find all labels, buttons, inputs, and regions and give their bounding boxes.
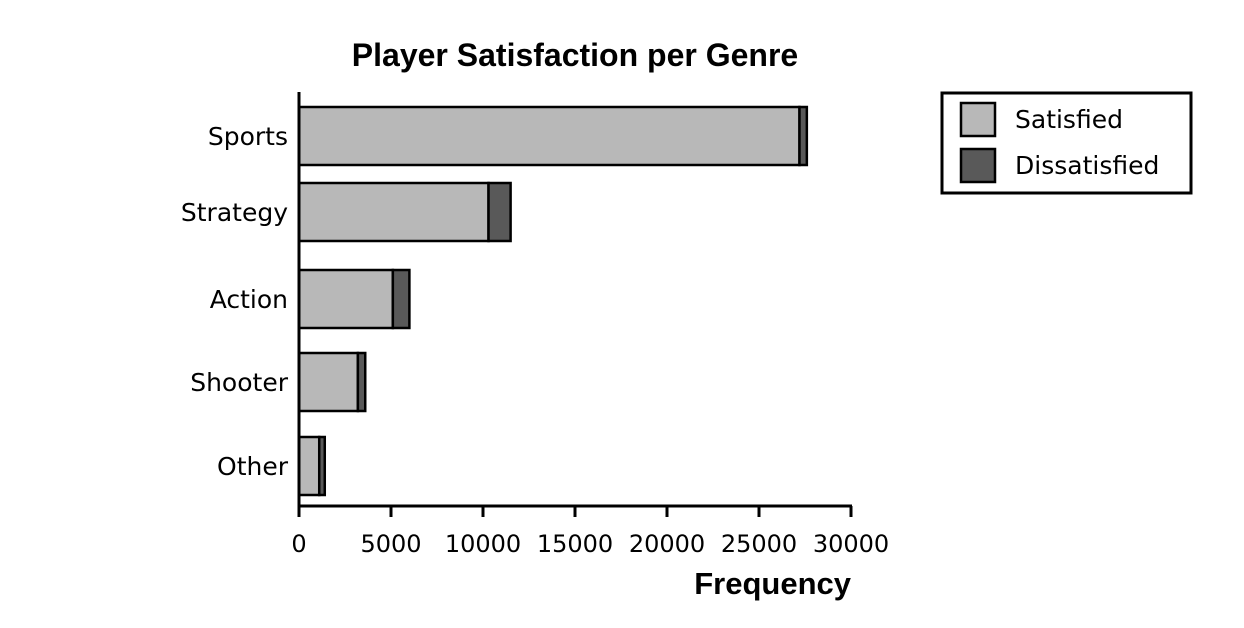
x-tick-label: 20000 [629, 530, 705, 558]
bar-other-satisfied [297, 435, 321, 497]
legend-label-satisfied: Satisfied [1015, 105, 1123, 134]
category-labels: Sports Strategy Action Shooter Other [181, 122, 289, 481]
x-tick-label: 5000 [360, 530, 421, 558]
legend: Satisfied Dissatisfied [940, 91, 1193, 195]
bars-group [297, 105, 809, 497]
x-axis-label: Frequency [694, 566, 852, 601]
legend-swatch-dissatisfied [959, 147, 997, 184]
bar-shooter-dissatisfied [356, 351, 367, 413]
bar-action-dissatisfied [391, 268, 411, 330]
bar-sports-dissatisfied [798, 105, 809, 167]
bar-strategy-dissatisfied [487, 181, 512, 243]
bar-strategy-satisfied [297, 181, 490, 243]
category-label-sports: Sports [208, 122, 288, 151]
chart-title: Player Satisfaction per Genre [352, 37, 798, 73]
category-label-strategy: Strategy [181, 198, 288, 227]
x-tick-label: 10000 [445, 530, 521, 558]
x-tick-label: 15000 [537, 530, 613, 558]
bar-action-satisfied [297, 268, 395, 330]
category-label-action: Action [210, 285, 288, 314]
x-tick-label: 0 [291, 530, 306, 558]
category-label-other: Other [217, 452, 289, 481]
x-tick-label: 25000 [721, 530, 797, 558]
bar-sports-satisfied [297, 105, 801, 167]
category-label-shooter: Shooter [190, 368, 288, 397]
bar-other-dissatisfied [317, 435, 327, 497]
legend-swatch-satisfied [959, 101, 997, 138]
x-tick-label: 30000 [813, 530, 889, 558]
legend-label-dissatisfied: Dissatisfied [1015, 151, 1159, 180]
x-axis-ticks: 0 5000 10000 15000 20000 25000 30000 [291, 506, 889, 558]
bar-shooter-satisfied [297, 351, 360, 413]
